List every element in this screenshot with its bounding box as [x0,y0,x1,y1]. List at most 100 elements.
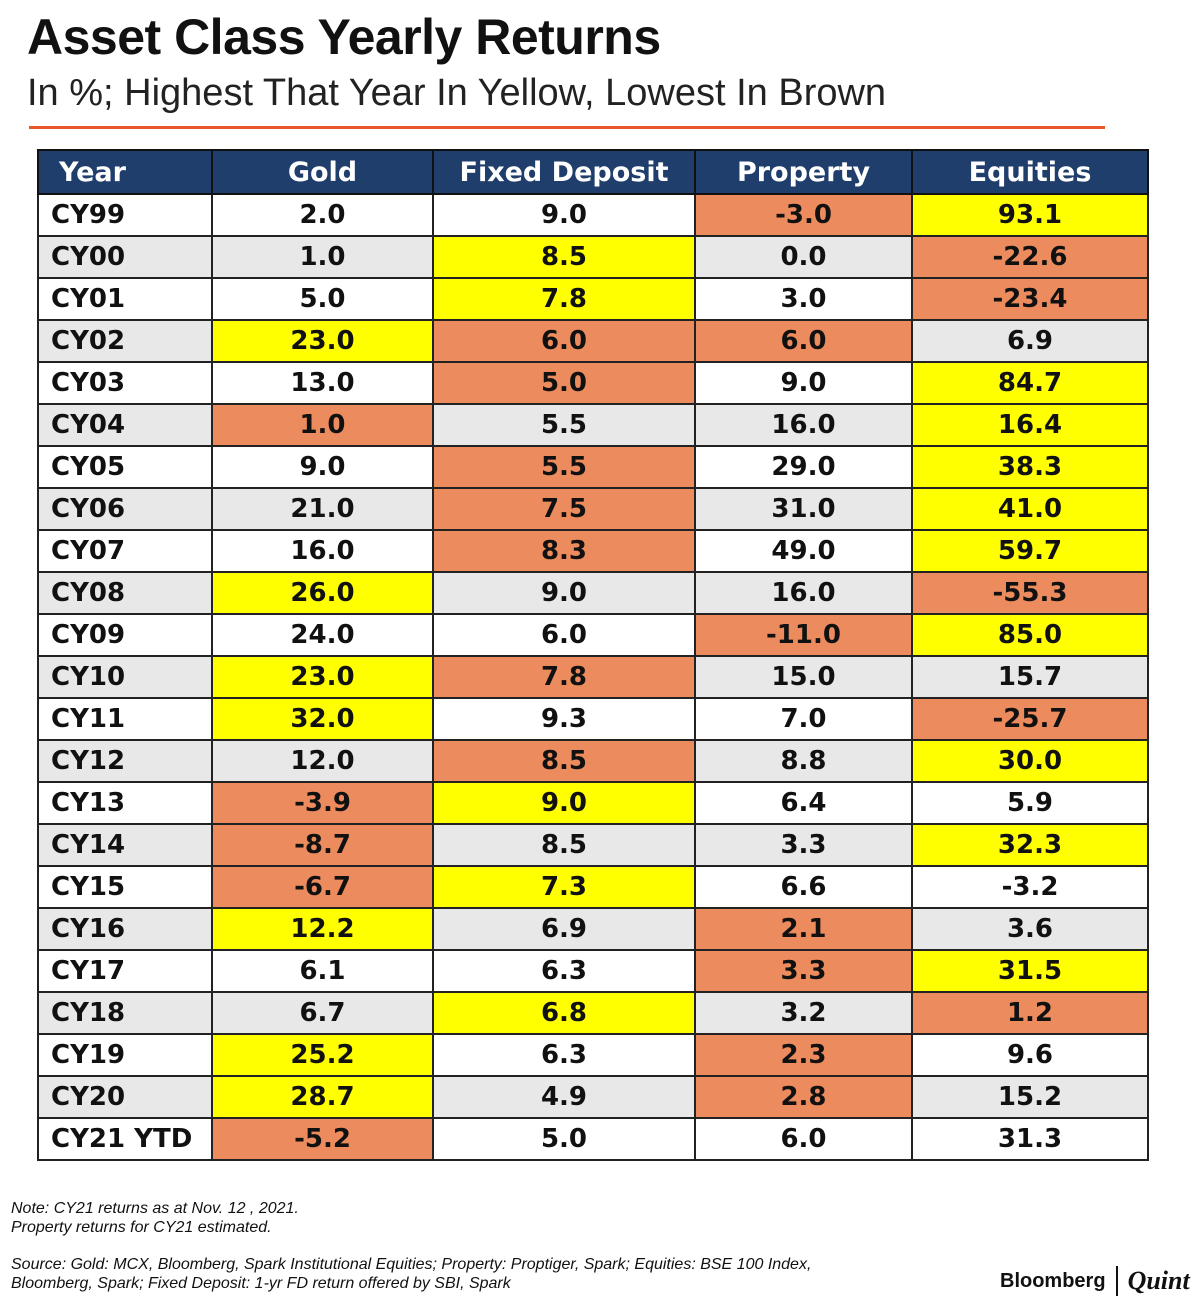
equities-cell: 5.9 [911,781,1149,825]
fixed-deposit-cell: 5.0 [432,1117,696,1161]
fixed-deposit-cell: 8.5 [432,823,696,867]
column-header-property: Property [694,149,913,195]
gold-cell: 25.2 [211,1033,434,1077]
table-row: CY02 23.0 6.0 6.0 6.9 [37,319,1149,363]
gold-cell: 6.1 [211,949,434,993]
fixed-deposit-cell: 6.3 [432,1033,696,1077]
gold-cell: 12.2 [211,907,434,951]
table-row: CY07 16.0 8.3 49.0 59.7 [37,529,1149,573]
fixed-deposit-cell: 9.0 [432,193,696,237]
equities-cell: 59.7 [911,529,1149,573]
equities-cell: 30.0 [911,739,1149,783]
gold-cell: 24.0 [211,613,434,657]
equities-cell: 84.7 [911,361,1149,405]
equities-cell: 6.9 [911,319,1149,363]
property-cell: 6.0 [694,1117,913,1161]
equities-cell: 16.4 [911,403,1149,447]
year-cell: CY02 [37,319,213,363]
table-row: CY03 13.0 5.0 9.0 84.7 [37,361,1149,405]
notes: Note: CY21 returns as at Nov. 12 , 2021.… [11,1199,299,1237]
source-line: Bloomberg, Spark; Fixed Deposit: 1-yr FD… [11,1275,511,1292]
equities-cell: 31.3 [911,1117,1149,1161]
note-line: Note: CY21 returns as at Nov. 12 , 2021. [11,1200,299,1217]
fixed-deposit-cell: 5.5 [432,403,696,447]
fixed-deposit-cell: 9.3 [432,697,696,741]
fixed-deposit-cell: 4.9 [432,1075,696,1119]
gold-cell: 23.0 [211,655,434,699]
bloomberg-quint-logo: Bloomberg Quint [1000,1266,1190,1296]
gold-cell: 9.0 [211,445,434,489]
year-cell: CY01 [37,277,213,321]
gold-cell: -5.2 [211,1117,434,1161]
gold-cell: 16.0 [211,529,434,573]
property-cell: 7.0 [694,697,913,741]
equities-cell: 93.1 [911,193,1149,237]
title-divider [29,126,1105,129]
year-cell: CY05 [37,445,213,489]
gold-cell: 5.0 [211,277,434,321]
note-line: Property returns for CY21 estimated. [11,1219,272,1236]
equities-cell: 38.3 [911,445,1149,489]
property-cell: 49.0 [694,529,913,573]
table-row: CY20 28.7 4.9 2.8 15.2 [37,1075,1149,1119]
fixed-deposit-cell: 9.0 [432,781,696,825]
table-row: CY09 24.0 6.0 -11.0 85.0 [37,613,1149,657]
table-row: CY10 23.0 7.8 15.0 15.7 [37,655,1149,699]
logo-divider [1115,1266,1118,1296]
returns-table: Year Gold Fixed Deposit Property Equitie… [37,149,1149,1161]
property-cell: -3.0 [694,193,913,237]
property-cell: 2.8 [694,1075,913,1119]
source: Source: Gold: MCX, Bloomberg, Spark Inst… [11,1255,811,1293]
chart-title: Asset Class Yearly Returns [27,9,661,65]
gold-cell: 32.0 [211,697,434,741]
fixed-deposit-cell: 8.3 [432,529,696,573]
year-cell: CY20 [37,1075,213,1119]
equities-cell: -22.6 [911,235,1149,279]
logo-quint: Quint [1127,1266,1190,1295]
equities-cell: 9.6 [911,1033,1149,1077]
year-cell: CY04 [37,403,213,447]
year-cell: CY16 [37,907,213,951]
fixed-deposit-cell: 7.8 [432,277,696,321]
year-cell: CY21 YTD [37,1117,213,1161]
table-row: CY13 -3.9 9.0 6.4 5.9 [37,781,1149,825]
gold-cell: -3.9 [211,781,434,825]
column-header-equities: Equities [911,149,1149,195]
year-cell: CY12 [37,739,213,783]
table-row: CY04 1.0 5.5 16.0 16.4 [37,403,1149,447]
property-cell: 3.3 [694,949,913,993]
year-cell: CY07 [37,529,213,573]
gold-cell: 21.0 [211,487,434,531]
chart-subtitle: In %; Highest That Year In Yellow, Lowes… [27,72,887,114]
property-cell: 16.0 [694,571,913,615]
fixed-deposit-cell: 9.0 [432,571,696,615]
year-cell: CY18 [37,991,213,1035]
year-cell: CY13 [37,781,213,825]
property-cell: 6.0 [694,319,913,363]
table-row: CY05 9.0 5.5 29.0 38.3 [37,445,1149,489]
gold-cell: 28.7 [211,1075,434,1119]
property-cell: 8.8 [694,739,913,783]
fixed-deposit-cell: 7.5 [432,487,696,531]
equities-cell: -25.7 [911,697,1149,741]
equities-cell: 85.0 [911,613,1149,657]
equities-cell: 15.2 [911,1075,1149,1119]
gold-cell: 12.0 [211,739,434,783]
year-cell: CY06 [37,487,213,531]
equities-cell: 15.7 [911,655,1149,699]
fixed-deposit-cell: 6.3 [432,949,696,993]
year-cell: CY00 [37,235,213,279]
property-cell: 6.6 [694,865,913,909]
logo-bloomberg: Bloomberg [1000,1269,1106,1292]
column-header-year: Year [37,149,213,195]
header-row: Year Gold Fixed Deposit Property Equitie… [37,149,1149,195]
fixed-deposit-cell: 5.5 [432,445,696,489]
fixed-deposit-cell: 5.0 [432,361,696,405]
equities-cell: 3.6 [911,907,1149,951]
property-cell: 0.0 [694,235,913,279]
gold-cell: 6.7 [211,991,434,1035]
property-cell: 29.0 [694,445,913,489]
property-cell: 6.4 [694,781,913,825]
property-cell: 3.2 [694,991,913,1035]
year-cell: CY09 [37,613,213,657]
